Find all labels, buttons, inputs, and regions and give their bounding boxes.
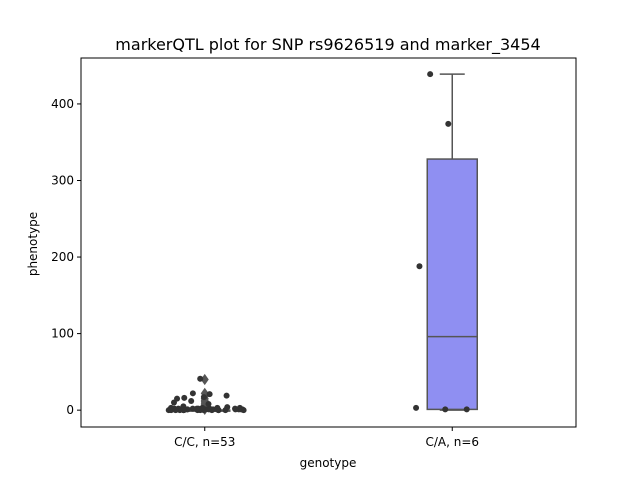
data-point-0-39 bbox=[223, 392, 230, 399]
axes-frame bbox=[80, 57, 577, 428]
outlier-0-10 bbox=[200, 387, 209, 399]
data-point-0-45 bbox=[232, 406, 239, 413]
data-point-0-0 bbox=[200, 394, 207, 401]
data-point-0-37 bbox=[188, 397, 195, 404]
y-tick-label-1: 100 bbox=[51, 327, 74, 341]
data-point-0-29 bbox=[205, 406, 212, 413]
data-point-0-46 bbox=[199, 404, 206, 411]
y-tick-label-2: 200 bbox=[51, 250, 74, 264]
data-point-0-50 bbox=[222, 407, 229, 414]
data-point-1-5 bbox=[463, 406, 470, 413]
data-point-1-1 bbox=[445, 120, 452, 127]
y-tick-label-0: 0 bbox=[66, 403, 74, 417]
x-axis-label: genotype bbox=[300, 456, 357, 470]
data-point-0-52 bbox=[172, 407, 179, 414]
data-point-0-33 bbox=[240, 407, 247, 414]
data-point-1-3 bbox=[413, 404, 420, 411]
data-point-0-47 bbox=[180, 407, 187, 414]
data-point-0-42 bbox=[168, 407, 175, 414]
data-point-0-51 bbox=[213, 406, 220, 413]
plot-area: 0 100 200 300 400 C/C, n=53 C/A, n=6 bbox=[51, 57, 577, 449]
data-point-1-0 bbox=[427, 71, 434, 78]
x-tick-label-0: C/C, n=53 bbox=[174, 435, 235, 449]
y-tick-label-4: 400 bbox=[51, 97, 74, 111]
data-point-0-41 bbox=[189, 405, 196, 412]
data-point-0-38 bbox=[174, 395, 181, 402]
box-1 bbox=[426, 158, 478, 411]
data-point-0-36 bbox=[205, 401, 212, 408]
data-point-0-49 bbox=[193, 405, 200, 412]
data-point-0-3 bbox=[181, 394, 188, 401]
data-point-1-2 bbox=[416, 263, 423, 270]
data-point-0-40 bbox=[189, 390, 196, 397]
x-tick-label-1: C/A, n=6 bbox=[425, 435, 479, 449]
data-point-1-4 bbox=[442, 406, 449, 413]
outlier-0-11 bbox=[200, 373, 209, 386]
chart-title: markerQTL plot for SNP rs9626519 and mar… bbox=[115, 35, 540, 55]
data-point-0-4 bbox=[197, 375, 204, 382]
y-tick-label-3: 300 bbox=[51, 173, 74, 187]
data-point-0-1 bbox=[206, 391, 213, 398]
y-axis-label: phenotype bbox=[26, 212, 40, 276]
